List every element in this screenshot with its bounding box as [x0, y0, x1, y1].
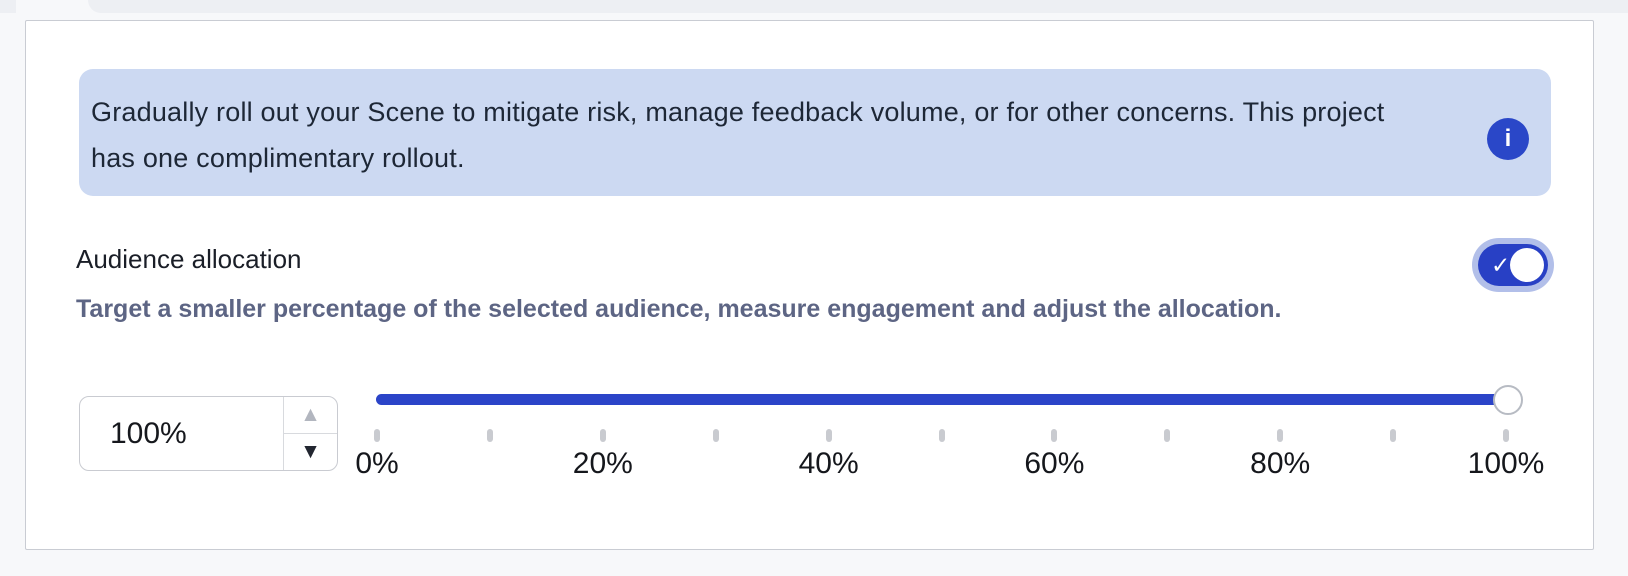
audience-allocation-description: Target a smaller percentage of the selec… [76, 295, 1282, 323]
slider-tick [1051, 429, 1058, 442]
cutoff-element-top-left [0, 0, 16, 13]
rollout-info-banner: Gradually roll out your Scene to mitigat… [79, 69, 1551, 196]
toggle-knob [1510, 248, 1544, 282]
slider-tick-label: 20% [572, 447, 633, 480]
slider-tick [1277, 429, 1284, 442]
stepper-down-button[interactable]: ▼ [300, 440, 321, 463]
slider-tick-label: 80% [1250, 447, 1311, 480]
slider-tick [1503, 429, 1509, 442]
allocation-slider[interactable] [376, 384, 1523, 415]
toggle-pill: ✓ [1478, 244, 1548, 286]
slider-tick-label: 60% [1024, 447, 1085, 480]
slider-fill [376, 394, 1508, 405]
rollout-settings-card: Gradually roll out your Scene to mitigat… [25, 20, 1594, 550]
slider-tick-label: 100% [1467, 447, 1545, 480]
slider-tick-label: 0% [355, 447, 399, 480]
slider-tick [938, 429, 945, 442]
slider-tick [599, 429, 606, 442]
stepper-up-button[interactable]: ▲ [284, 397, 337, 434]
slider-scale: 0% 20% 40% 60% 80% 100% [355, 429, 1544, 499]
slider-tick [374, 429, 380, 442]
audience-allocation-label: Audience allocation [76, 244, 302, 274]
allocation-stepper: ▲ ▼ [283, 397, 337, 470]
slider-tick [712, 429, 719, 442]
slider-tick [1164, 429, 1171, 442]
slider-tick [1390, 429, 1397, 442]
slider-tick-label: 40% [798, 447, 859, 480]
slider-thumb[interactable] [1493, 384, 1523, 415]
rollout-info-text: Gradually roll out your Scene to mitigat… [91, 97, 1385, 173]
audience-allocation-toggle[interactable]: ✓ [1472, 238, 1554, 292]
cutoff-panel-top [88, 0, 1628, 13]
info-icon[interactable]: i [1487, 118, 1529, 160]
check-icon: ✓ [1491, 252, 1511, 278]
slider-tick [825, 429, 832, 442]
allocation-value-input[interactable] [80, 397, 284, 470]
allocation-input-group: ▲ ▼ [79, 396, 338, 471]
slider-tick [486, 429, 493, 442]
